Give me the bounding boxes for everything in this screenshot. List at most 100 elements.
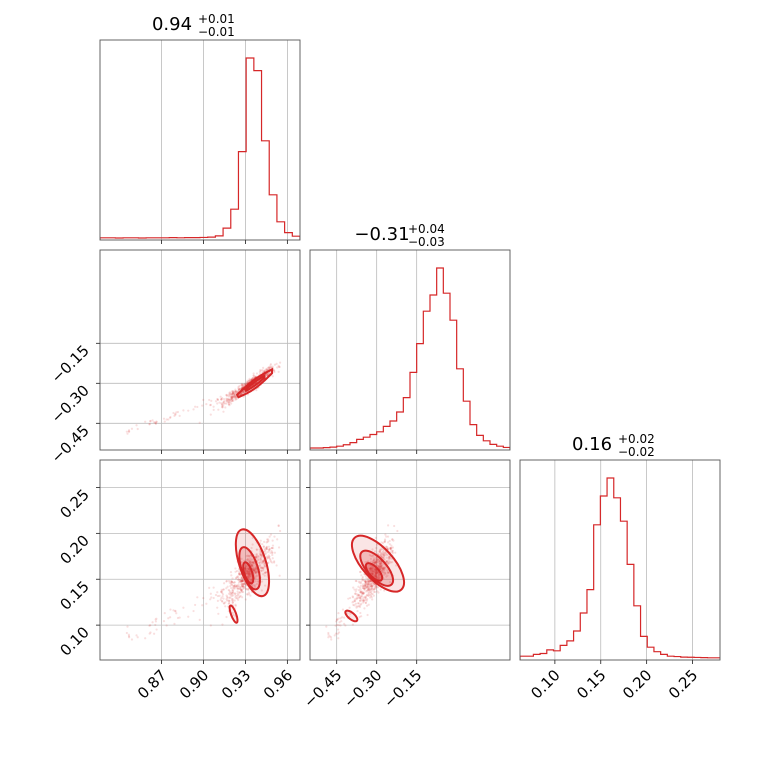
sample-point bbox=[270, 549, 273, 553]
sample-point bbox=[248, 568, 251, 571]
sample-point bbox=[243, 581, 246, 585]
sample-point bbox=[237, 388, 241, 392]
sample-point bbox=[389, 547, 392, 550]
sample-point bbox=[343, 622, 346, 625]
sample-point bbox=[240, 561, 243, 564]
sample-point bbox=[378, 563, 382, 566]
sample-point bbox=[268, 548, 271, 551]
sample-point bbox=[375, 561, 378, 564]
sample-point bbox=[208, 586, 211, 589]
sample-point bbox=[243, 582, 246, 586]
sample-point bbox=[231, 601, 234, 604]
sample-point bbox=[265, 548, 269, 551]
sample-point bbox=[267, 539, 270, 543]
sample-point bbox=[377, 574, 380, 578]
sample-point bbox=[252, 584, 256, 587]
sample-point bbox=[259, 553, 262, 557]
sample-point bbox=[222, 602, 225, 605]
sample-point bbox=[228, 589, 231, 592]
sample-point bbox=[363, 595, 366, 599]
sample-point bbox=[248, 570, 251, 573]
sample-point bbox=[364, 583, 367, 587]
sample-point bbox=[264, 571, 267, 574]
sample-point bbox=[246, 558, 249, 561]
sample-point bbox=[367, 592, 370, 595]
sample-point bbox=[227, 602, 230, 605]
sample-point bbox=[380, 554, 383, 557]
contour bbox=[344, 609, 359, 623]
contour bbox=[228, 604, 239, 624]
sample-point bbox=[255, 575, 258, 578]
sample-point bbox=[375, 559, 379, 563]
sample-point bbox=[255, 556, 258, 559]
sample-point bbox=[248, 577, 251, 580]
param-title-plus: +0.02 bbox=[618, 432, 655, 446]
sample-point bbox=[236, 390, 239, 393]
sample-point bbox=[358, 605, 362, 608]
sample-point bbox=[367, 591, 370, 594]
sample-point bbox=[238, 388, 241, 391]
sample-point bbox=[361, 594, 364, 598]
sample-point bbox=[245, 565, 248, 568]
sample-point bbox=[233, 394, 237, 397]
sample-point bbox=[365, 581, 368, 584]
sample-point bbox=[235, 390, 238, 393]
sample-point bbox=[376, 543, 379, 546]
sample-point bbox=[239, 580, 242, 583]
sample-point bbox=[229, 393, 232, 396]
sample-point bbox=[374, 571, 377, 574]
sample-point bbox=[246, 572, 250, 575]
sample-point bbox=[371, 560, 375, 563]
sample-point bbox=[230, 390, 234, 393]
sample-point bbox=[231, 398, 234, 401]
sample-point bbox=[239, 578, 242, 581]
sample-point bbox=[248, 561, 251, 565]
sample-point bbox=[277, 524, 280, 528]
sample-point bbox=[379, 563, 382, 566]
sample-point bbox=[255, 574, 259, 577]
sample-point bbox=[231, 395, 234, 399]
sample-point bbox=[381, 553, 384, 556]
sample-point bbox=[362, 585, 365, 588]
sample-point bbox=[373, 570, 376, 574]
sample-point bbox=[271, 365, 274, 368]
sample-point bbox=[367, 588, 370, 591]
sample-point bbox=[266, 372, 269, 375]
sample-point bbox=[380, 566, 383, 569]
sample-point bbox=[379, 564, 382, 567]
sample-point bbox=[151, 621, 154, 624]
sample-point bbox=[225, 400, 228, 403]
sample-point bbox=[383, 572, 387, 575]
sample-point bbox=[265, 541, 268, 544]
sample-point bbox=[231, 393, 234, 396]
sample-point bbox=[250, 562, 253, 565]
sample-point bbox=[234, 594, 237, 597]
sample-point bbox=[252, 568, 256, 572]
sample-point bbox=[362, 597, 365, 600]
sample-point bbox=[271, 539, 274, 542]
sample-point bbox=[241, 383, 244, 387]
sample-point bbox=[244, 382, 247, 385]
sample-point bbox=[135, 424, 138, 427]
sample-point bbox=[264, 564, 267, 567]
sample-point bbox=[222, 588, 225, 591]
sample-point bbox=[227, 588, 230, 592]
sample-point bbox=[251, 561, 254, 564]
sample-point bbox=[172, 411, 175, 415]
sample-point bbox=[228, 401, 231, 404]
sample-point bbox=[235, 585, 238, 588]
sample-point bbox=[154, 620, 157, 623]
sample-point bbox=[252, 377, 255, 380]
sample-point bbox=[194, 405, 197, 408]
sample-point bbox=[243, 582, 246, 585]
hist-panel-1 bbox=[99, 39, 301, 241]
sample-point bbox=[250, 563, 253, 567]
sample-point bbox=[233, 599, 236, 602]
hist-panel-3 bbox=[519, 459, 721, 661]
sample-point bbox=[260, 569, 263, 572]
sample-point bbox=[154, 422, 157, 425]
sample-point bbox=[360, 602, 363, 605]
x-tick-label: 0.93 bbox=[218, 666, 254, 702]
sample-point bbox=[363, 587, 366, 590]
sample-point bbox=[252, 566, 256, 570]
